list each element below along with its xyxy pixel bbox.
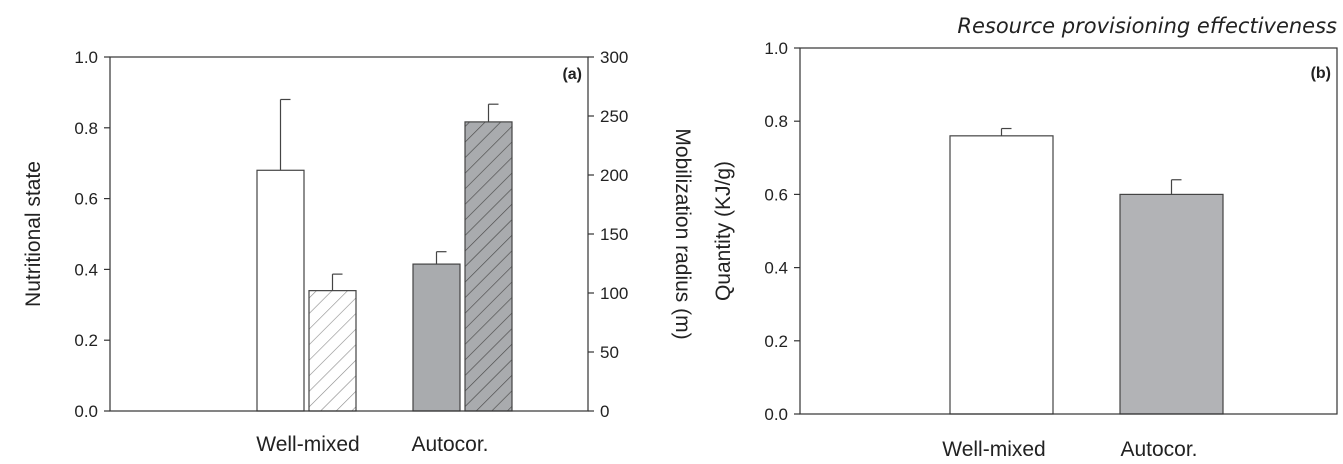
chart-b-left-tick-label: 0.6 <box>764 185 788 204</box>
chart-b-category-labels: Well-mixed Autocor. <box>942 438 1197 461</box>
chart-a-right-ticks: 0 50 100 150 200 250 300 <box>588 48 628 421</box>
chart-a-left-tick-label: 0.0 <box>74 402 98 421</box>
chart-a-category-labels: Well-mixed Autocor. <box>256 433 488 456</box>
chart-a-bar-left-0 <box>256 169 305 412</box>
chart-a-right-tick-label: 150 <box>600 225 628 244</box>
chart-a-right-tick-label: 250 <box>600 107 628 126</box>
chart-b-left-tick-label: 0.2 <box>764 332 788 351</box>
chart-b-left-ticks: 0.0 0.2 0.4 0.6 0.8 1.0 <box>764 39 800 424</box>
chart-b-bar-1 <box>1119 193 1224 415</box>
chart-b-left-tick-label: 0.4 <box>764 259 788 278</box>
chart-a-y2-axis-label: Mobilization radius (m) <box>671 128 694 339</box>
chart-a-left-tick-label: 0.4 <box>74 260 98 279</box>
chart-a-left-tick-label: 1.0 <box>74 48 98 67</box>
chart-a-left-tick-label: 0.2 <box>74 331 98 350</box>
chart-a-right-tick-label: 0 <box>600 402 609 421</box>
chart-a-right-tick-label: 100 <box>600 284 628 303</box>
chart-a-panel-label: (a) <box>562 66 582 83</box>
chart-a-bars <box>256 98 513 412</box>
chart-b-y-axis-label: Quantity (KJ/g) <box>712 161 735 301</box>
chart-a: 0.0 0.2 0.4 0.6 0.8 1.0 0 50 100 150 200 250 300 We… <box>22 48 694 456</box>
chart-a-left-ticks: 0.0 0.2 0.4 0.6 0.8 1.0 <box>74 48 110 421</box>
chart-a-category-label: Autocor. <box>411 433 488 456</box>
chart-a-right-tick-label: 300 <box>600 48 628 67</box>
chart-a-bar-left-1 <box>412 263 461 412</box>
chart-b-category-label: Well-mixed <box>942 438 1045 461</box>
chart-a-left-tick-label: 0.8 <box>74 119 98 138</box>
chart-b-category-label: Autocor. <box>1120 438 1197 461</box>
chart-b: Resource provisioning effectiveness 0.00… <box>712 14 1338 461</box>
chart-b-left-tick-label: 1.0 <box>764 39 788 58</box>
chart-b-panel-label: (b) <box>1311 65 1331 82</box>
chart-a-y-axis-label: Nutritional state <box>22 161 45 307</box>
chart-a-bar-right-1 <box>464 121 513 412</box>
chart-a-right-tick-label: 50 <box>600 343 619 362</box>
chart-b-left-tick-label: 0.8 <box>764 112 788 131</box>
chart-b-left-tick-label: 0.0 <box>764 405 788 424</box>
chart-a-bar-right-0 <box>308 290 357 412</box>
chart-a-category-label: Well-mixed <box>256 433 359 456</box>
chart-b-bars <box>949 127 1224 415</box>
chart-a-left-tick-label: 0.6 <box>74 190 98 209</box>
chart-b-bar-0 <box>949 135 1054 415</box>
chart-a-right-tick-label: 200 <box>600 166 628 185</box>
chart-b-plot-frame <box>799 47 1338 415</box>
chart-b-title: Resource provisioning effectiveness <box>957 14 1337 38</box>
